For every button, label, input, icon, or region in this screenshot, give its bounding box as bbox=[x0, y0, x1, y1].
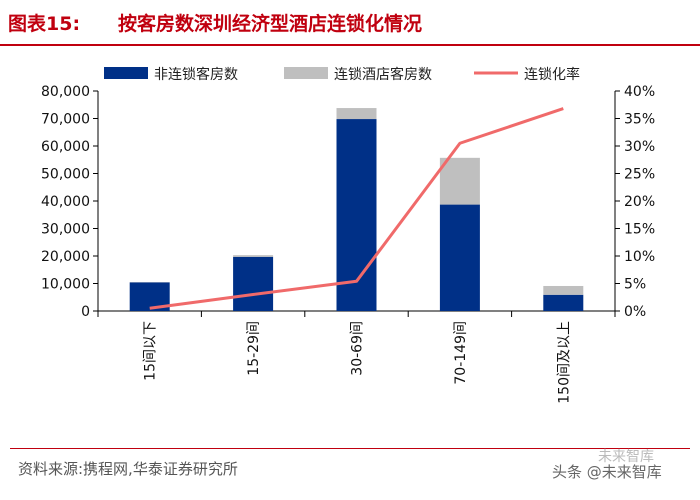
footer-divider bbox=[10, 448, 690, 449]
y-left-tick-label: 10,000 bbox=[41, 277, 90, 293]
y-right-tick-label: 20% bbox=[624, 194, 655, 210]
legend-swatch bbox=[284, 67, 328, 79]
y-left-tick-label: 60,000 bbox=[41, 139, 90, 155]
figure-label: 图表15: bbox=[8, 13, 81, 35]
bar-chain bbox=[336, 108, 377, 120]
bar-chain bbox=[233, 255, 274, 257]
chart-axes: 0 10,000 20,000 30,000 40,000 50,000 60,000 70,… bbox=[41, 84, 655, 404]
bar-chain bbox=[543, 285, 584, 295]
x-tick-label: 70-149间 bbox=[453, 321, 469, 385]
figure-title: 按客房数深圳经济型酒店连锁化情况 bbox=[118, 13, 423, 35]
y-right-tick-label: 40% bbox=[624, 84, 655, 100]
y-right-tick-label: 5% bbox=[624, 277, 646, 293]
y-right-tick-label: 35% bbox=[624, 112, 655, 128]
watermark: 头条 @未来智库 bbox=[552, 461, 662, 482]
legend-swatch bbox=[104, 67, 148, 79]
y-left-tick-label: 0 bbox=[81, 304, 90, 320]
legend-label: 连锁化率 bbox=[524, 66, 580, 83]
x-tick-label: 30-69间 bbox=[350, 321, 366, 376]
y-right-tick-label: 30% bbox=[624, 139, 655, 155]
y-left-tick-label: 40,000 bbox=[41, 194, 90, 210]
bar-non-chain bbox=[543, 294, 584, 311]
watermark-text: 头条 @未来智库 bbox=[552, 463, 662, 481]
chart-line bbox=[149, 107, 564, 310]
chart-svg: 非连锁客房数 连锁酒店客房数 连锁化率 0 10,000 20,000 30,000 40,… bbox=[41, 66, 655, 404]
chart-legend: 非连锁客房数 连锁酒店客房数 连锁化率 bbox=[104, 66, 580, 83]
chart-bars bbox=[129, 108, 584, 311]
y-left-tick-label: 50,000 bbox=[41, 167, 90, 183]
y-left-tick-label: 70,000 bbox=[41, 112, 90, 128]
y-right-tick-label: 15% bbox=[624, 222, 655, 238]
legend-label: 非连锁客房数 bbox=[154, 66, 238, 83]
header-divider bbox=[0, 44, 700, 46]
legend-label: 连锁酒店客房数 bbox=[334, 66, 432, 83]
bar-non-chain bbox=[439, 204, 480, 311]
y-left-tick-label: 80,000 bbox=[41, 84, 90, 100]
watermark-faint: 未来智库 bbox=[598, 449, 654, 465]
y-right-tick-label: 25% bbox=[624, 167, 655, 183]
y-right-tick-label: 10% bbox=[624, 249, 655, 265]
bar-chain bbox=[439, 157, 480, 205]
source-note: 资料来源:携程网,华泰证券研究所 bbox=[18, 460, 238, 478]
x-tick-label: 150间及以上 bbox=[556, 321, 572, 404]
figure-header: 图表15: 按客房数深圳经济型酒店连锁化情况 bbox=[0, 0, 700, 46]
y-right-tick-label: 0% bbox=[624, 304, 646, 320]
y-left-tick-label: 30,000 bbox=[41, 222, 90, 238]
y-left-tick-label: 20,000 bbox=[41, 249, 90, 265]
x-tick-label: 15-29间 bbox=[246, 321, 262, 376]
x-tick-label: 15间以下 bbox=[143, 321, 159, 381]
bar-non-chain bbox=[233, 256, 274, 311]
